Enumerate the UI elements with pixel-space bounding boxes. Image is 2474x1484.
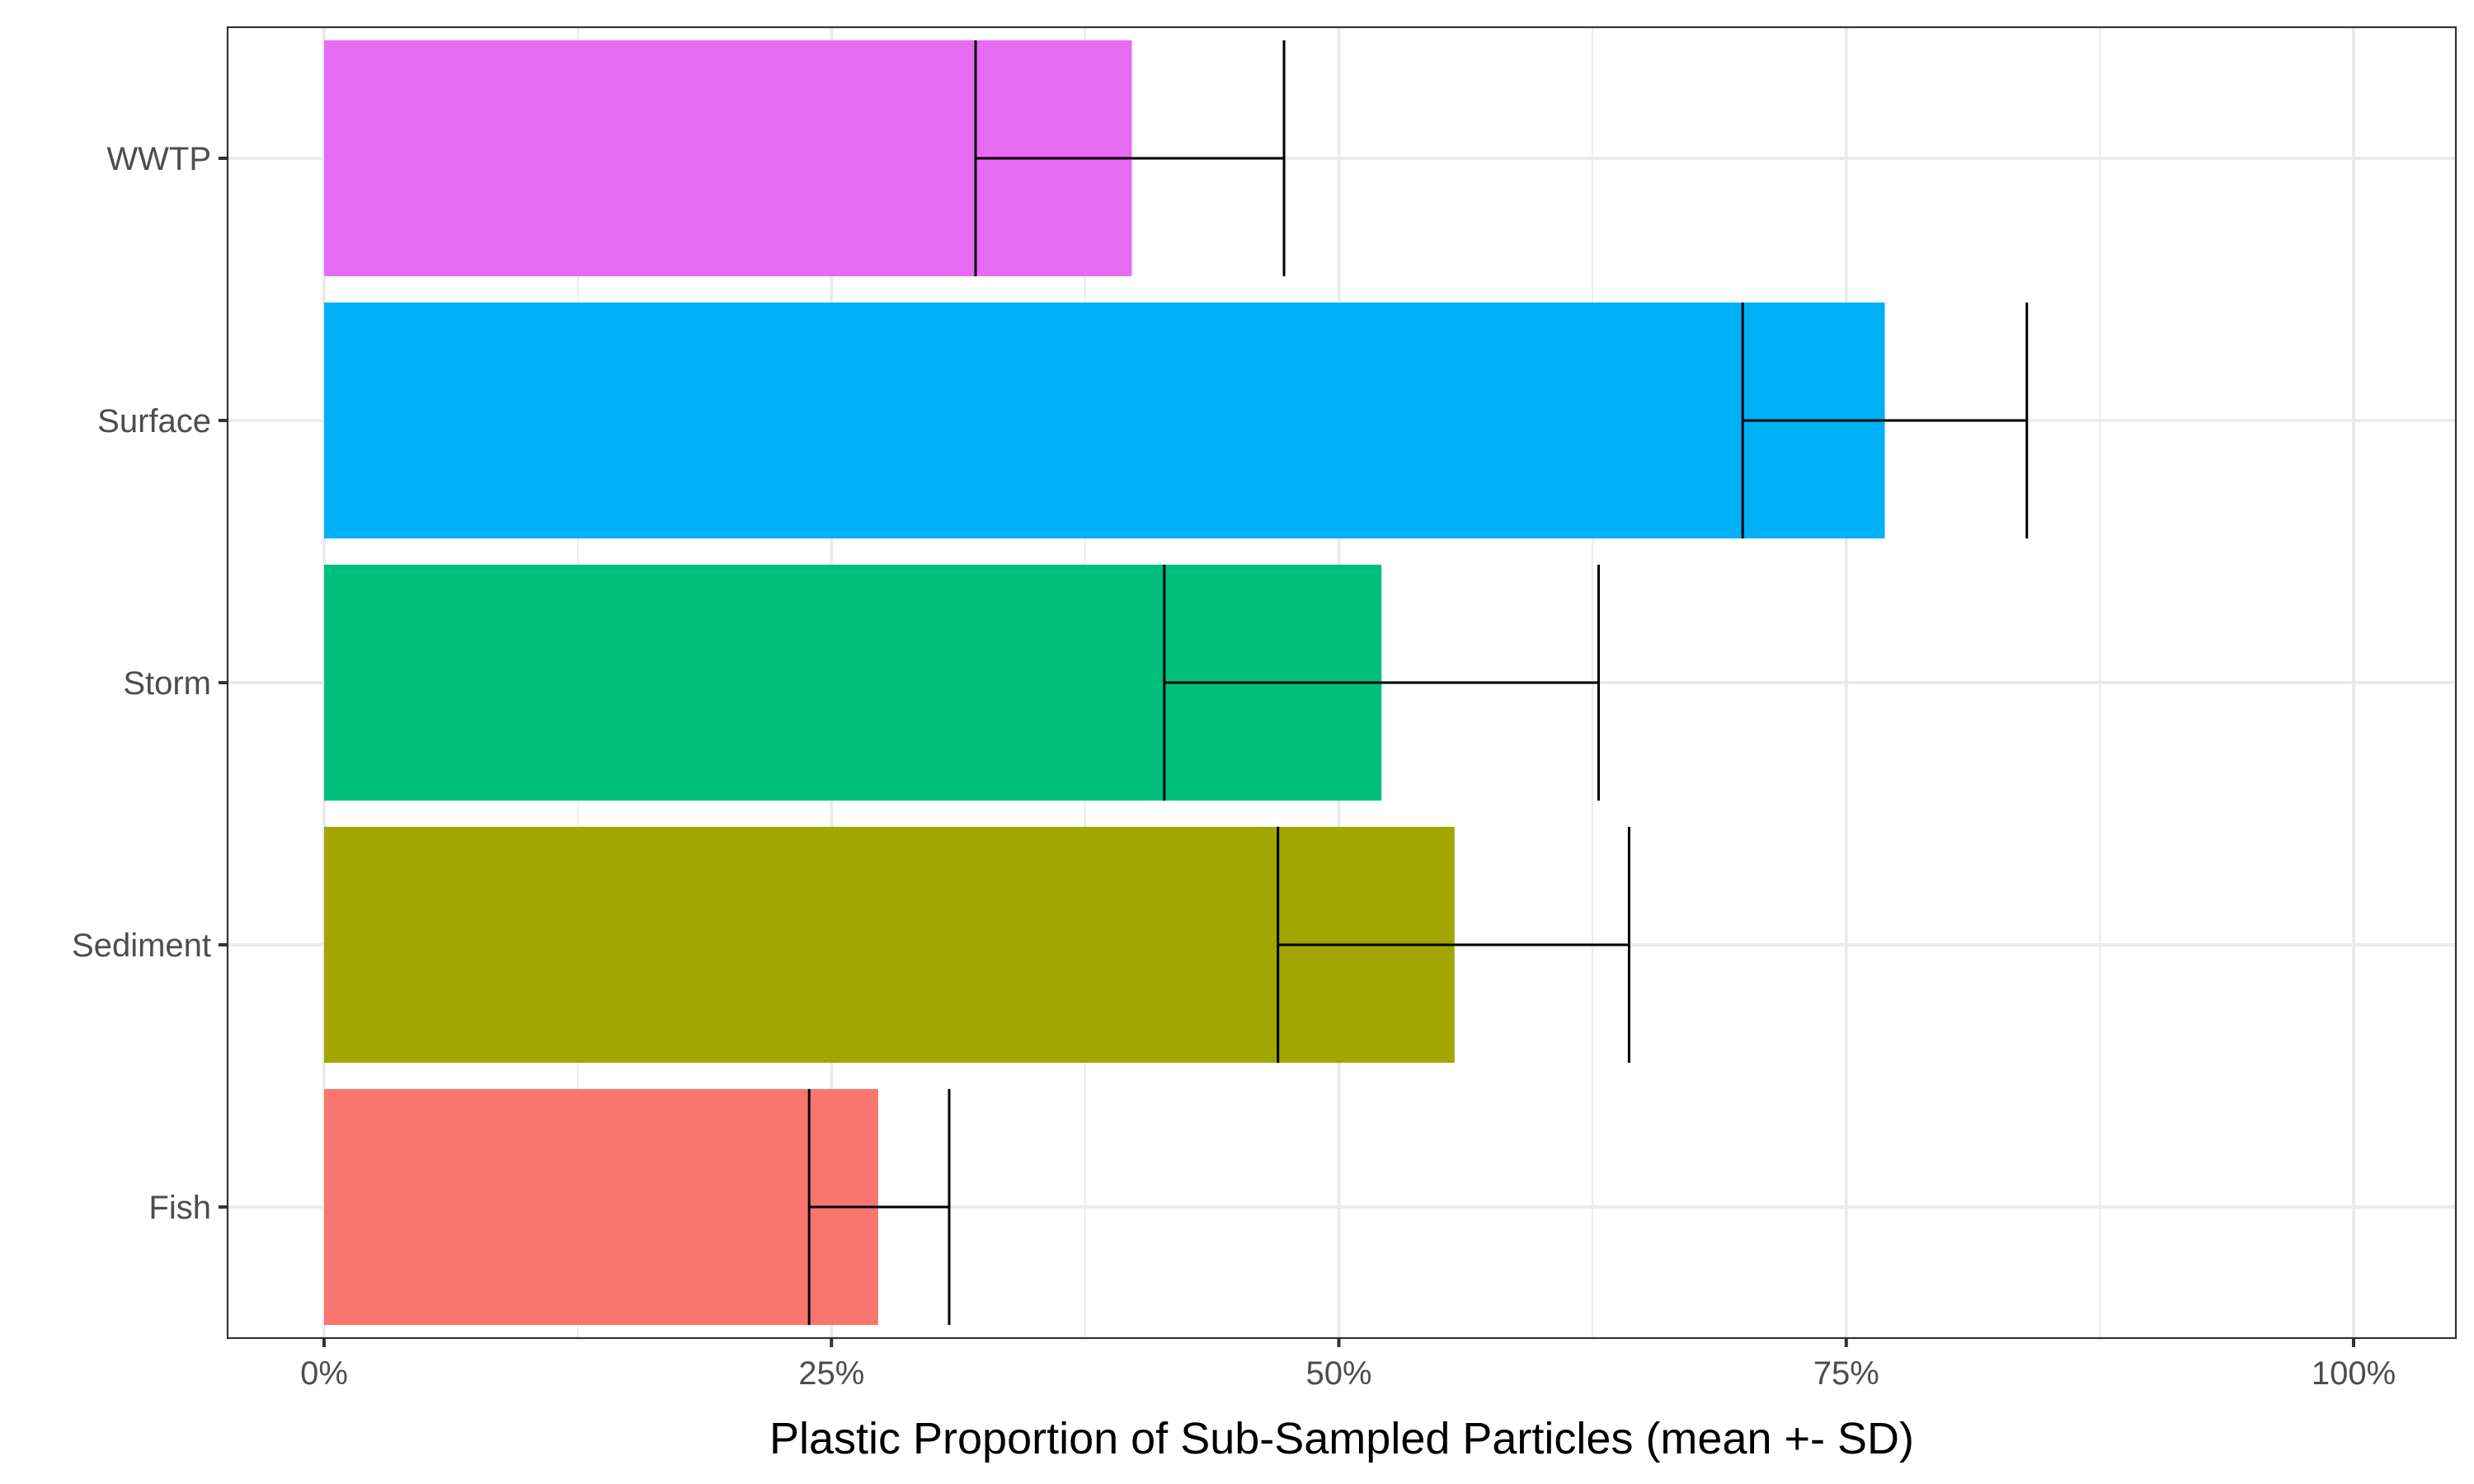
bars xyxy=(324,40,1885,1326)
errorbar-wwtp xyxy=(974,40,1286,277)
bar-surface xyxy=(324,302,1885,539)
x-axis: 0% 25% 50% 75% 100% xyxy=(300,1338,2396,1392)
x-axis-title: Plastic Proportion of Sub-Sampled Partic… xyxy=(769,1414,1914,1463)
errorbar-surface xyxy=(1741,302,2029,539)
y-tick-label: Surface xyxy=(97,403,211,439)
y-tick-label: Fish xyxy=(148,1190,211,1226)
x-tick-label: 75% xyxy=(1813,1355,1879,1392)
error-bars xyxy=(807,40,2029,1326)
y-tick-label: Sediment xyxy=(72,928,211,964)
x-tick-label: 0% xyxy=(300,1355,348,1392)
y-tick-label: WWTP xyxy=(106,141,211,177)
x-tick-label: 100% xyxy=(2312,1355,2396,1392)
errorbar-fish xyxy=(807,1088,951,1326)
x-tick-label: 25% xyxy=(798,1355,864,1392)
bar-fish xyxy=(324,1088,878,1326)
y-tick-label: Storm xyxy=(123,665,211,702)
x-tick-label: 50% xyxy=(1305,1355,1371,1392)
errorbar-storm xyxy=(1163,564,1601,801)
bar-sediment xyxy=(324,826,1455,1064)
y-axis: Fish Sediment Storm Surface WWTP xyxy=(72,141,228,1226)
errorbar-sediment xyxy=(1277,826,1630,1064)
